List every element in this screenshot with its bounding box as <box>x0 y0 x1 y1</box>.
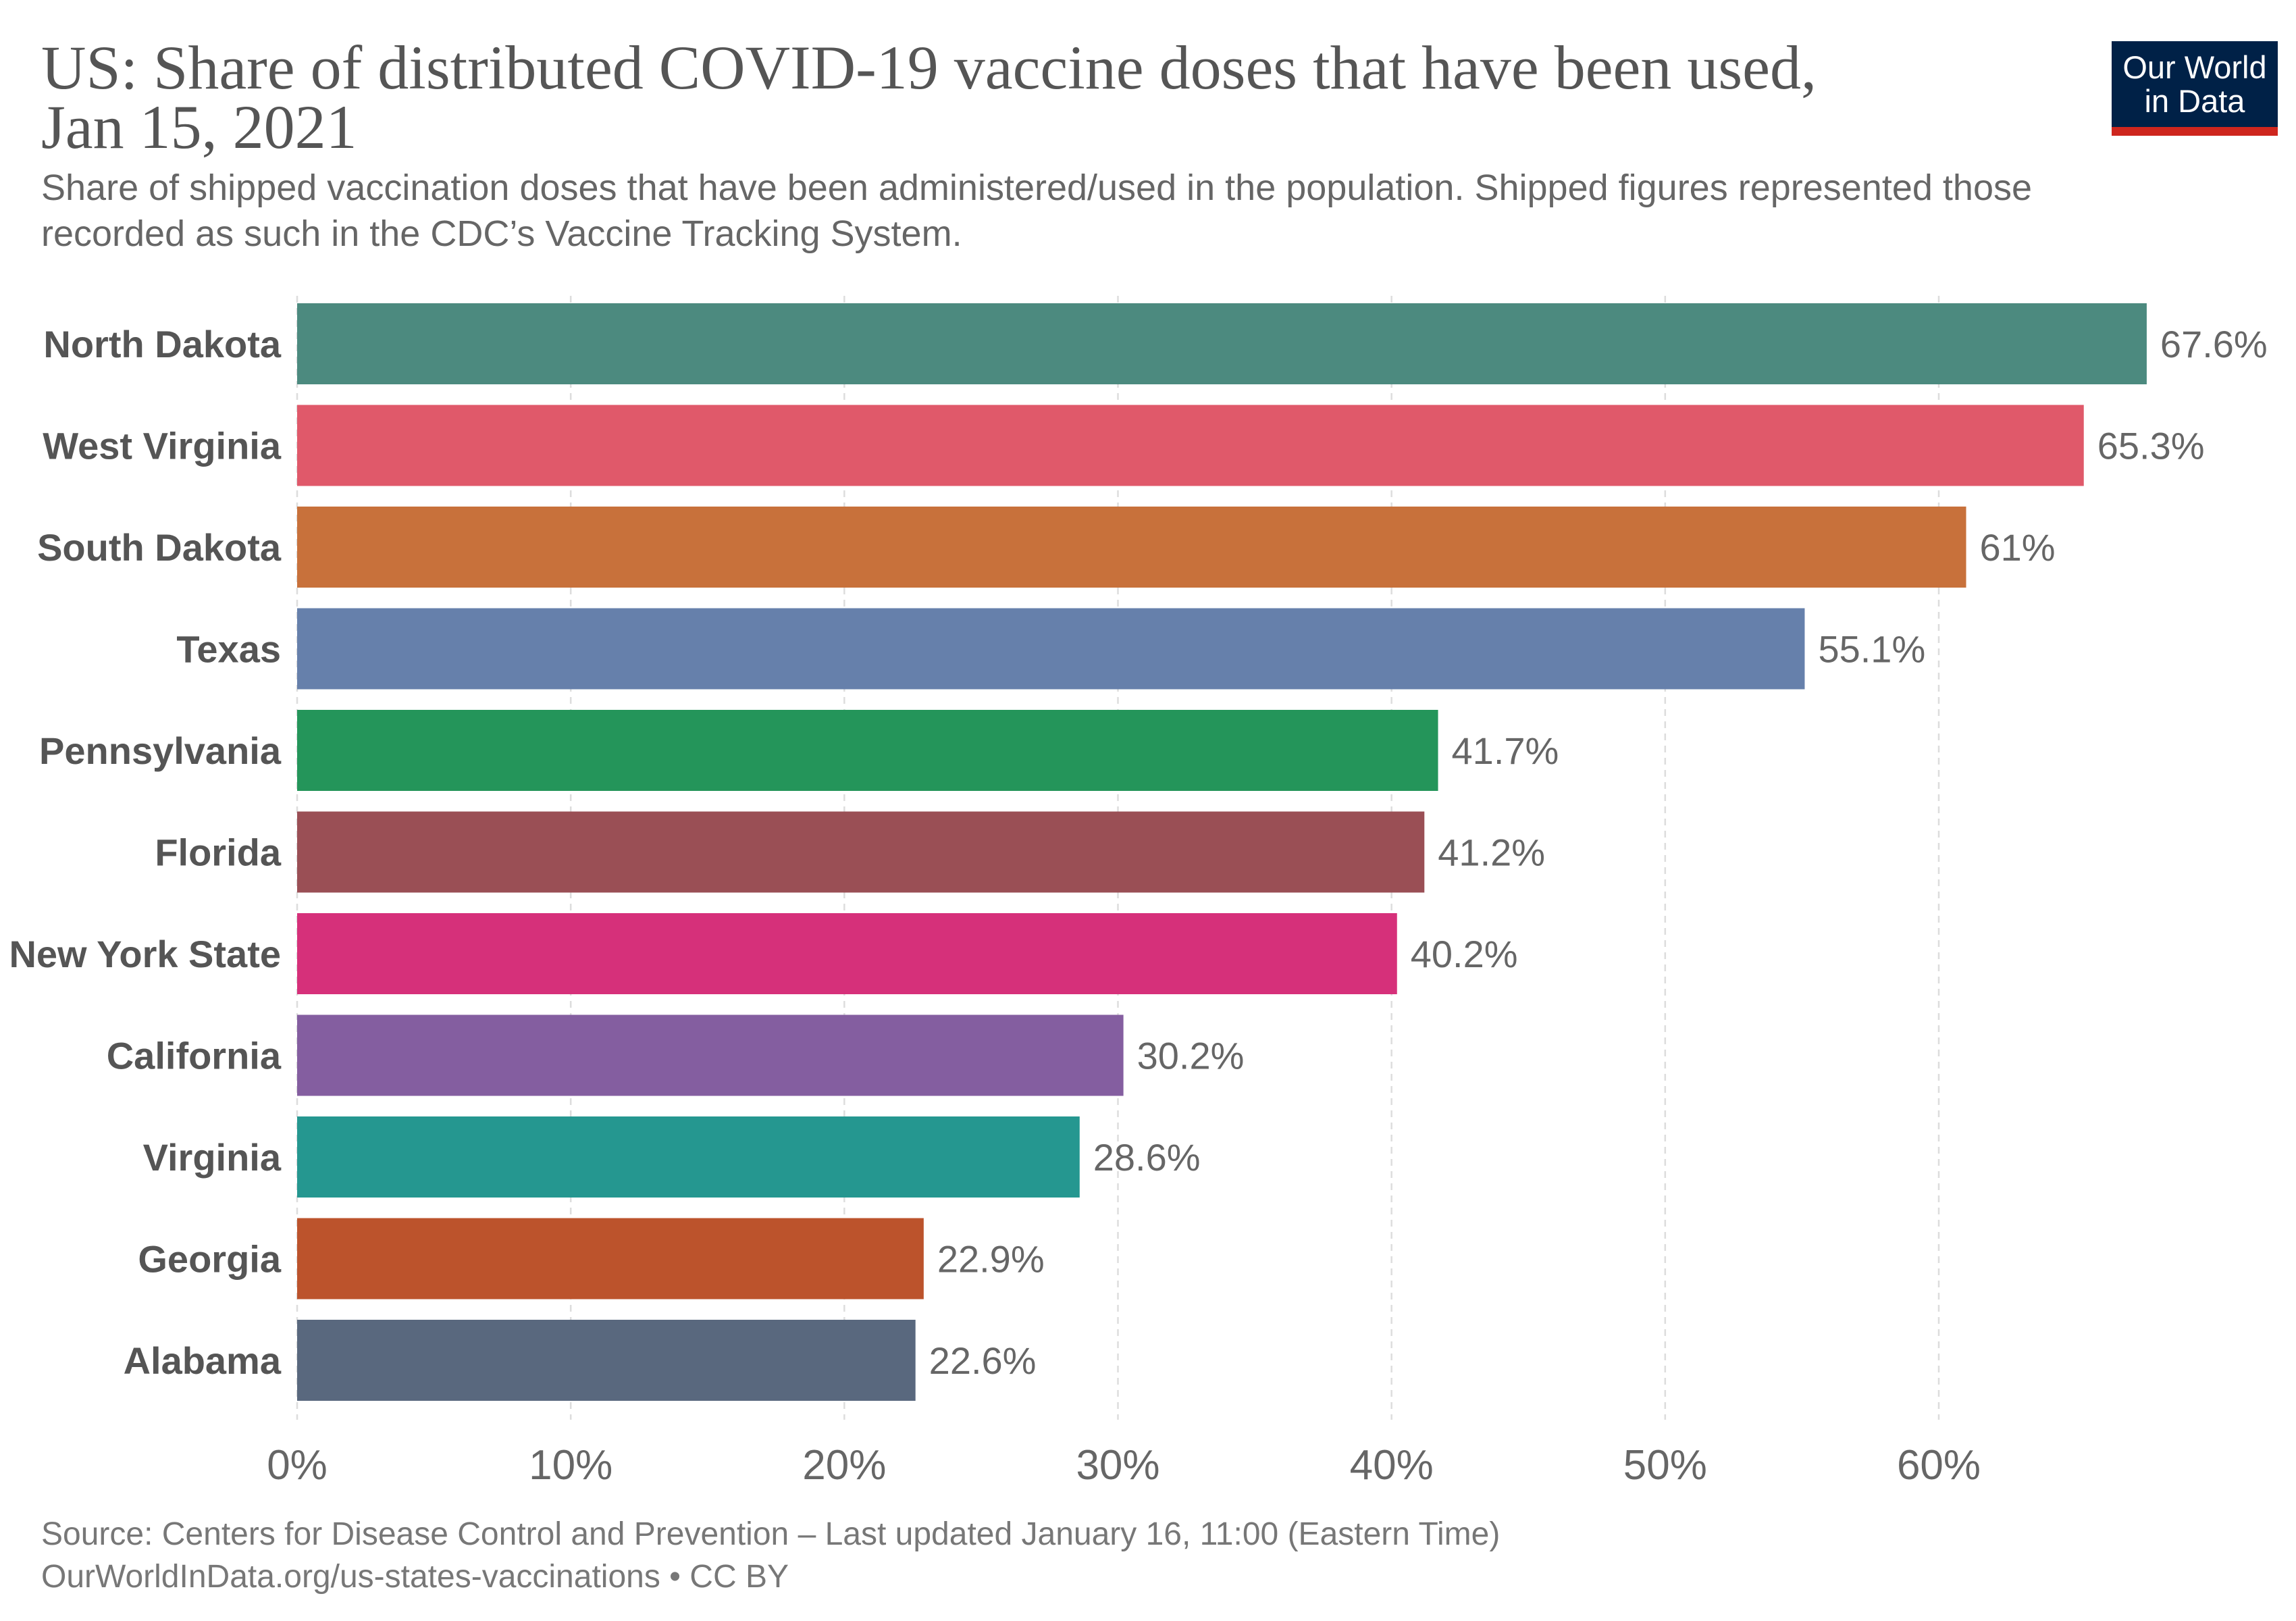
bar-chart: North Dakota West Virginia South Dakota Tex… <box>9 296 2268 1489</box>
value-label-florida: 41.2% <box>1438 831 1545 874</box>
category-label-new-york-state: New York State <box>9 933 281 975</box>
value-labels: 67.6% 65.3% 61% 55.1% 41.7% 41.2% 40.2% 30.2% 28… <box>929 323 2268 1382</box>
category-label-pennsylvania: Pennsylvania <box>39 729 282 772</box>
source-note: Source: Centers for Disease Control and … <box>41 1516 1501 1552</box>
logo-line-1: Our World <box>2122 49 2267 85</box>
category-label-west-virginia: West Virginia <box>43 425 282 467</box>
bar-north-dakota <box>297 303 2147 384</box>
value-label-texas: 55.1% <box>1818 628 1925 671</box>
bar-pennsylvania <box>297 710 1438 791</box>
source-url-license: OurWorldInData.org/us-states-vaccination… <box>41 1559 789 1595</box>
category-label-virginia: Virginia <box>143 1136 282 1179</box>
x-tick-label-60: 60% <box>1897 1442 1981 1489</box>
bar-texas <box>297 608 1805 690</box>
category-label-north-dakota: North Dakota <box>43 323 281 365</box>
x-tick-label-20: 20% <box>802 1442 886 1489</box>
bar-new-york-state <box>297 913 1397 994</box>
value-label-new-york-state: 40.2% <box>1411 933 1518 975</box>
logo-line-2: in Data <box>2144 83 2245 119</box>
chart-footer: Source: Centers for Disease Control and … <box>41 1513 2255 1598</box>
x-tick-label-10: 10% <box>529 1442 612 1489</box>
category-label-south-dakota: South Dakota <box>37 526 282 569</box>
value-label-north-dakota: 67.6% <box>2160 323 2268 365</box>
category-label-california: California <box>107 1035 282 1077</box>
category-label-alabama: Alabama <box>124 1339 282 1382</box>
logo-wordmark: Our World in Data <box>2112 51 2278 118</box>
value-label-virginia: 28.6% <box>1093 1136 1201 1179</box>
category-labels: North Dakota West Virginia South Dakota Tex… <box>9 323 281 1382</box>
category-label-texas: Texas <box>176 628 281 671</box>
bar-california <box>297 1014 1124 1096</box>
bar-west-virginia <box>297 405 2084 486</box>
x-tick-label-0: 0% <box>267 1442 328 1489</box>
category-label-florida: Florida <box>155 831 282 874</box>
value-label-california: 30.2% <box>1137 1035 1245 1077</box>
bar-virginia <box>297 1116 1080 1198</box>
value-label-south-dakota: 61% <box>1980 526 2056 569</box>
chart-title: US: Share of distributed COVID-19 vaccin… <box>41 33 1817 161</box>
x-axis-tick-labels: 0% 10% 20% 30% 40% 50% 60% <box>267 1442 1981 1489</box>
bar-series <box>297 303 2147 1401</box>
value-label-west-virginia: 65.3% <box>2097 425 2205 467</box>
value-label-georgia: 22.9% <box>937 1238 1045 1281</box>
value-label-pennsylvania: 41.7% <box>1452 729 1559 772</box>
category-label-georgia: Georgia <box>138 1238 281 1281</box>
chart-subtitle: Share of shipped vaccination doses that … <box>41 168 2033 254</box>
x-tick-label-50: 50% <box>1623 1442 1707 1489</box>
owid-logo[interactable]: Our World in Data <box>2112 41 2278 136</box>
x-tick-label-40: 40% <box>1350 1442 1434 1489</box>
bar-alabama <box>297 1320 916 1401</box>
logo-accent-bar <box>2112 127 2278 136</box>
value-label-alabama: 22.6% <box>929 1339 1037 1382</box>
x-tick-label-30: 30% <box>1076 1442 1159 1489</box>
bar-south-dakota <box>297 507 1966 588</box>
bar-georgia <box>297 1218 924 1300</box>
bar-florida <box>297 811 1425 893</box>
